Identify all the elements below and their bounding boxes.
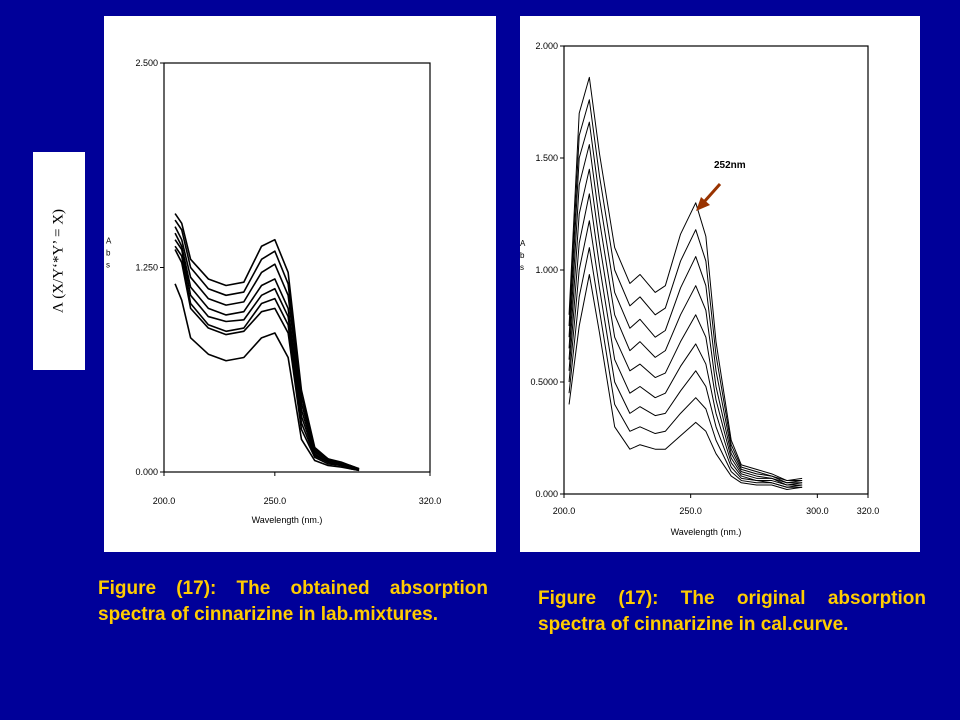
chart-panel-cal-curve: 0.000 0.5000 1.000 1.500 2.000 200.0 250.0 300.… bbox=[520, 16, 920, 552]
y-tick-label: 1.500 bbox=[535, 153, 558, 163]
y-axis-label-letter: A bbox=[520, 239, 526, 248]
y-tick-label: 0.000 bbox=[535, 489, 558, 499]
spectrum-line-4 bbox=[568, 193, 803, 486]
side-label: Λ (X/Y‘*Y’ = X) bbox=[50, 208, 67, 314]
y-axis-label-letter: b bbox=[106, 249, 111, 258]
side-label-box: Λ (X/Y‘*Y’ = X) bbox=[33, 152, 85, 370]
y-tick-label: 1.000 bbox=[535, 265, 558, 275]
x-tick-label: 300.0 bbox=[806, 506, 829, 516]
y-tick-label: 0.000 bbox=[135, 467, 158, 477]
caption-lab-mixtures: Figure (17): The obtained absorption spe… bbox=[98, 578, 488, 625]
y-axis-label-letter: s bbox=[520, 263, 524, 272]
caption-cal-curve: Figure (17): The original absorption spe… bbox=[538, 588, 926, 635]
x-tick-label: 320.0 bbox=[857, 506, 880, 516]
y-axis-label-letter: s bbox=[106, 261, 110, 270]
spectrum-line-3 bbox=[568, 220, 803, 488]
x-tick-label: 200.0 bbox=[553, 506, 576, 516]
y-tick-label: 2.000 bbox=[535, 41, 558, 51]
y-axis-label-letter: A bbox=[106, 237, 112, 246]
spectrum-line-4 bbox=[174, 239, 360, 472]
spectrum-line-7 bbox=[568, 121, 803, 484]
x-axis-label: Wavelength (nm.) bbox=[252, 515, 323, 525]
chart-panel-lab-mixtures: 0.000 1.250 2.500 200.0 250.0 320.0 Wavelength… bbox=[104, 16, 496, 552]
chart-lab-mixtures: 0.000 1.250 2.500 200.0 250.0 320.0 Wavelength… bbox=[106, 58, 442, 525]
spectrum-line-9 bbox=[568, 76, 803, 482]
x-tick-label: 250.0 bbox=[264, 496, 287, 506]
peak-annotation: 252nm bbox=[714, 160, 746, 171]
x-tick-label: 250.0 bbox=[679, 506, 702, 516]
spectrum-line-8 bbox=[174, 213, 360, 470]
y-tick-label: 2.500 bbox=[135, 58, 158, 68]
spectrum-line-1 bbox=[568, 273, 803, 491]
spectrum-line-8 bbox=[568, 99, 803, 482]
x-axis-label: Wavelength (nm.) bbox=[671, 527, 742, 537]
spectrum-line-3 bbox=[174, 245, 360, 472]
spectrum-line-1 bbox=[174, 283, 360, 472]
spectrum-line-6 bbox=[174, 226, 360, 470]
y-tick-label: 1.250 bbox=[135, 263, 158, 273]
spectrum-line-2 bbox=[568, 247, 803, 488]
spectrum-line-6 bbox=[568, 144, 803, 484]
y-axis-label-letter: b bbox=[520, 251, 525, 260]
spectrum-line-7 bbox=[174, 219, 360, 470]
chart-cal-curve: 0.000 0.5000 1.000 1.500 2.000 200.0 250.0 300.… bbox=[520, 41, 880, 537]
spectrum-line-5 bbox=[568, 168, 803, 486]
x-tick-label: 320.0 bbox=[419, 496, 442, 506]
x-tick-label: 200.0 bbox=[153, 496, 176, 506]
y-tick-label: 0.5000 bbox=[530, 377, 558, 387]
